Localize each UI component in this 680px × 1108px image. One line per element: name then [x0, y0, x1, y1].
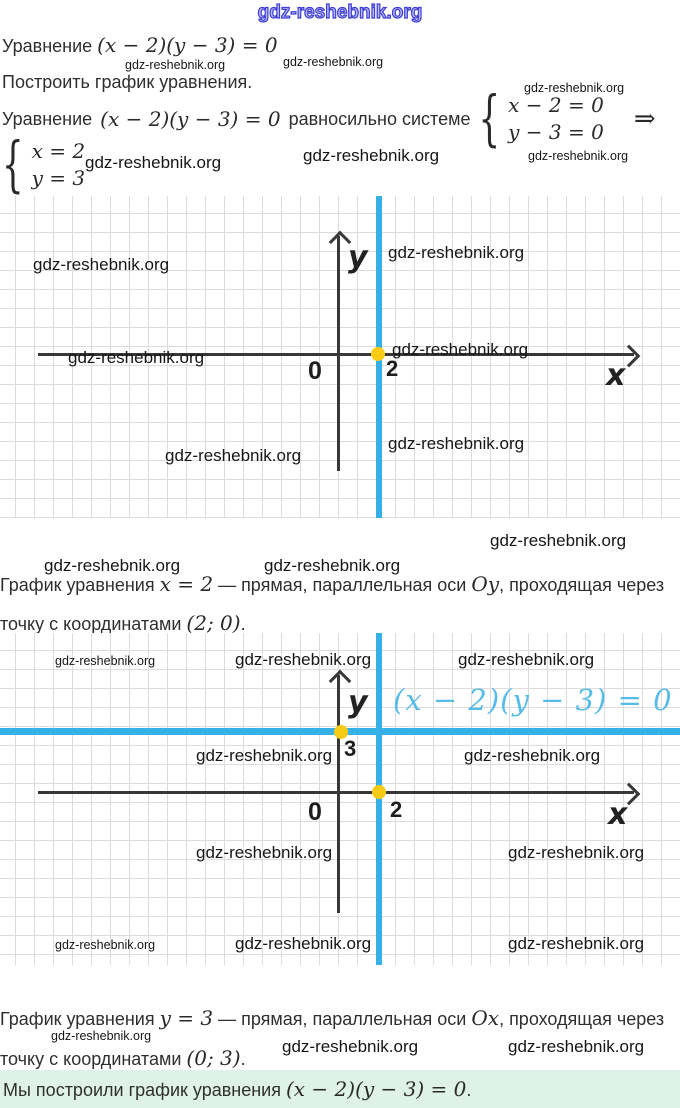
text-segment: .	[466, 1080, 472, 1100]
answer-highlight: Мы построили график уравнения (x − 2)(y …	[0, 1070, 680, 1108]
answer-text: Мы построили график уравнения (x − 2)(y …	[3, 1077, 471, 1101]
graph-x2-and-y3: (x − 2)(y − 3) = 0 y x 0 2 3 gdz-reshebn…	[0, 633, 680, 965]
point-2-0	[372, 785, 386, 799]
watermark: gdz-reshebnik.org	[55, 938, 156, 952]
solution-system: { x = 2 y = 3	[2, 130, 86, 200]
watermark: gdz-reshebnik.org	[458, 650, 595, 669]
x-axis-line	[38, 791, 634, 794]
watermark: gdz-reshebnik.org	[196, 843, 333, 862]
equiv-text-post: равносильно системе	[288, 108, 471, 129]
watermark: gdz-reshebnik.org	[388, 243, 525, 262]
math-point-0-3: (0; 3)	[186, 1046, 241, 1070]
text-segment: .	[240, 1049, 246, 1069]
y-tick-3: 3	[344, 736, 357, 761]
watermark: gdz-reshebnik.org	[283, 55, 384, 69]
watermark: gdz-reshebnik.org	[55, 654, 156, 668]
text-segment: .	[240, 614, 246, 634]
math-final-equation: (x − 2)(y − 3) = 0	[285, 1077, 467, 1101]
watermark: gdz-reshebnik.org	[165, 446, 302, 465]
watermark: gdz-reshebnik.org	[388, 434, 525, 453]
watermark: gdz-reshebnik.org	[303, 146, 440, 165]
watermark: gdz-reshebnik.org	[235, 934, 372, 953]
watermark: gdz-reshebnik.org	[528, 149, 629, 163]
x-tick-2: 2	[390, 797, 403, 822]
system-brace: {	[478, 84, 501, 154]
system2-eq1: x = 2	[31, 139, 86, 163]
watermark: gdz-reshebnik.org	[51, 1029, 152, 1043]
system1-eq1: x − 2 = 0	[508, 93, 604, 117]
text-segment: График уравнения	[0, 1009, 160, 1029]
text-segment: — прямая, параллельная оси	[213, 575, 472, 595]
watermark: gdz-reshebnik.org	[282, 1037, 419, 1056]
watermark: gdz-reshebnik.org	[508, 934, 645, 953]
point-0-3	[334, 725, 348, 739]
system-1: { x − 2 = 0 y − 3 = 0	[478, 84, 604, 154]
watermark: gdz-reshebnik.org	[33, 255, 170, 274]
watermark: gdz-reshebnik.org	[196, 746, 333, 765]
system-2: { x = 2 y = 3	[2, 130, 86, 200]
system1-eq2: y − 3 = 0	[508, 120, 604, 144]
math-ox-axis: Ox	[471, 1006, 500, 1030]
origin-label: 0	[308, 357, 322, 385]
explanation-y3-line2: точку с координатами (0; 3).	[0, 1046, 246, 1070]
watermark: gdz-reshebnik.org	[125, 58, 226, 72]
equivalence-line: Уравнение (x − 2)(y − 3) = 0 равносильно…	[2, 84, 656, 154]
line-x-equals-2	[376, 633, 382, 965]
explanation-x2-line1: График уравнения x = 2 — прямая, паралле…	[0, 572, 664, 596]
problem-statement: Уравнение (x − 2)(y − 3) = 0	[2, 33, 278, 57]
point-2-0	[371, 347, 385, 361]
watermark: gdz-reshebnik.org	[508, 843, 645, 862]
watermark: gdz-reshebnik.org	[44, 556, 181, 575]
text-segment: , проходящая через	[499, 1009, 665, 1029]
watermark: gdz-reshebnik.org	[490, 531, 627, 550]
watermark: gdz-reshebnik.org	[464, 746, 601, 765]
math-y-equals-3: y = 3	[159, 1006, 214, 1030]
x-axis-label: x	[606, 358, 626, 393]
watermark: gdz-reshebnik.org	[264, 556, 401, 575]
equiv-equation: (x − 2)(y − 3) = 0	[100, 107, 281, 131]
text-segment: точку с координатами	[0, 1049, 187, 1069]
problem-equation: (x − 2)(y − 3) = 0	[97, 33, 278, 57]
math-oy-axis: Oy	[471, 572, 500, 596]
x-axis-line	[38, 353, 634, 356]
system2-eq2: y = 3	[31, 166, 86, 190]
math-x-equals-2: x = 2	[159, 572, 214, 596]
y-axis-line	[337, 236, 340, 471]
x-axis-label: x	[608, 797, 628, 832]
x-tick-2: 2	[386, 356, 399, 381]
watermark: gdz-reshebnik.org	[235, 650, 372, 669]
text-segment: , проходящая через	[499, 575, 665, 595]
watermark: gdz-reshebnik.org	[392, 340, 529, 359]
system-brace: {	[2, 130, 24, 200]
text-segment: График уравнения	[0, 575, 160, 595]
equation-label: (x − 2)(y − 3) = 0	[393, 683, 673, 717]
origin-label: 0	[308, 798, 322, 826]
watermark: gdz-reshebnik.org	[524, 81, 625, 95]
y-axis-label: y	[348, 240, 368, 275]
explanation-y3-line1: График уравнения y = 3 — прямая, паралле…	[0, 1006, 664, 1030]
watermark: gdz-reshebnik.org	[68, 348, 205, 367]
task-text: Построить график уравнения.	[2, 72, 253, 92]
text-segment: Мы построили график уравнения	[3, 1080, 286, 1100]
math-point-2-0: (2; 0)	[186, 611, 241, 635]
y-axis-line	[337, 675, 340, 913]
implies-arrow-icon: ⇒	[633, 104, 656, 134]
equiv-text-pre: Уравнение	[2, 108, 93, 129]
y-axis-label: y	[348, 685, 368, 720]
text-segment: точку с координатами	[0, 614, 187, 634]
site-watermark-link: gdz-reshebnik.org	[257, 1, 423, 23]
graph-x-equals-2: y x 0 2 gdz-reshebnik.org gdz-reshebnik.…	[0, 196, 680, 518]
explanation-x2-line2: точку с координатами (2; 0).	[0, 611, 246, 635]
watermark: gdz-reshebnik.org	[508, 1037, 645, 1056]
problem-text: Уравнение	[2, 36, 98, 56]
watermark: gdz-reshebnik.org	[85, 153, 222, 172]
text-segment: — прямая, параллельная оси	[213, 1009, 472, 1029]
